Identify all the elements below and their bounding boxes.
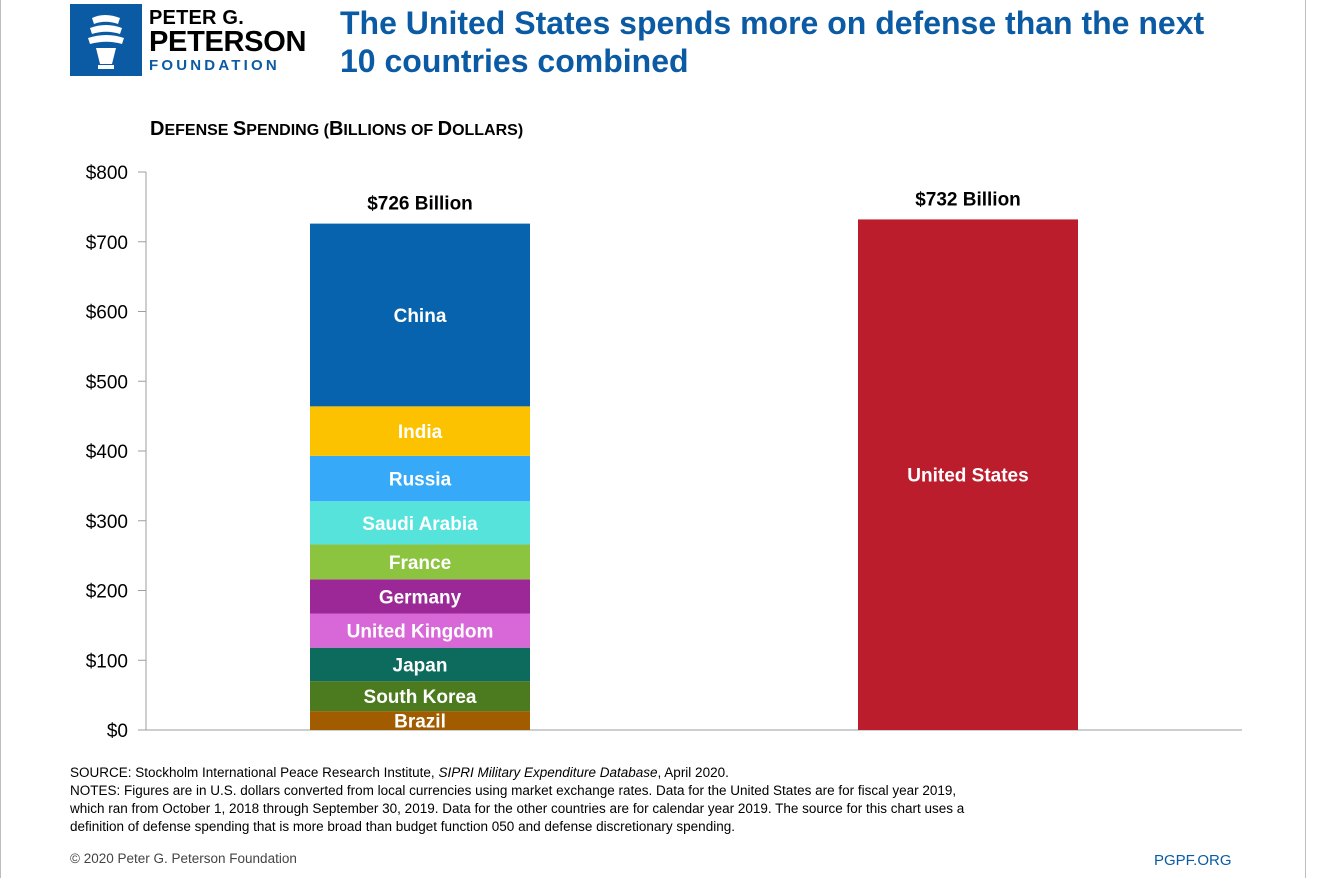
stacked-bar-segment <box>310 223 530 407</box>
peterson-foundation-logo: PETER G. PETERSON FOUNDATION <box>70 4 306 76</box>
stacked-bar-segment <box>310 579 530 614</box>
y-tick-label: $100 <box>86 651 128 672</box>
segment-label: Japan <box>393 655 448 676</box>
site-link[interactable]: PGPF.ORG <box>1154 852 1232 869</box>
segment-label: Brazil <box>394 712 446 733</box>
logo-text-line1: PETER G. <box>149 7 244 29</box>
torch-icon <box>70 4 142 76</box>
stacked-bar-total-label: $726 Billion <box>367 194 473 215</box>
chart-title: DEFENSE SPENDING (BILLIONS OF DOLLARS) <box>150 118 523 141</box>
stacked-bar-segment <box>310 455 530 502</box>
copyright: © 2020 Peter G. Peterson Foundation <box>70 851 297 866</box>
united-states-bar <box>858 219 1078 730</box>
notes-line-2: which ran from October 1, 2018 through S… <box>70 801 965 816</box>
y-tick-label: $700 <box>86 233 128 254</box>
y-tick-label: $0 <box>107 721 128 742</box>
y-tick-label: $800 <box>86 163 128 184</box>
chart-title-part3-big: B <box>328 118 344 140</box>
chart-title-part4-big: D <box>437 118 453 140</box>
united-states-total-label: $732 Billion <box>915 189 1021 210</box>
chart-title-part2-small: PENDING ( <box>246 122 329 139</box>
chart-title-part1-small: EFENSE <box>164 122 233 139</box>
segment-label: Russia <box>389 470 452 491</box>
y-tick-label: $300 <box>86 512 128 533</box>
segment-label: United Kingdom <box>347 622 494 643</box>
stacked-bar-segment <box>310 406 530 456</box>
notes-line-3: definition of defense spending that is m… <box>70 819 735 834</box>
source-title: SIPRI Military Expenditure Database <box>438 765 658 780</box>
chart-title-part2-big: S <box>232 118 247 140</box>
footer-notes: SOURCE: Stockholm International Peace Re… <box>70 764 1250 836</box>
united-states-bar-label: United States <box>907 466 1028 487</box>
logo-text-line3: FOUNDATION <box>149 57 280 74</box>
chart-title-part4-small: OLLARS) <box>452 122 524 139</box>
frame-border-left <box>0 0 1 878</box>
chart-title-part3-small: ILLIONS OF <box>343 122 438 139</box>
frame-border-right <box>1305 0 1306 878</box>
segment-label: China <box>394 306 447 327</box>
stacked-bar-segment <box>310 613 530 648</box>
segment-label: India <box>398 422 443 443</box>
segment-label: Germany <box>379 587 462 608</box>
logo-text-line2: PETERSON <box>149 26 307 58</box>
stacked-bar-segment <box>310 544 530 580</box>
notes-line-1: NOTES: Figures are in U.S. dollars conve… <box>70 783 957 798</box>
y-tick-label: $600 <box>86 303 128 324</box>
y-tick-label: $500 <box>86 372 128 393</box>
stacked-bar-segment <box>310 501 530 545</box>
segment-label: Saudi Arabia <box>362 514 478 535</box>
stacked-bar-segment <box>310 647 530 682</box>
segment-label: France <box>389 553 451 574</box>
source-prefix: SOURCE: Stockholm International Peace Re… <box>70 765 439 780</box>
source-suffix: , April 2020. <box>657 765 729 780</box>
y-tick-label: $400 <box>86 442 128 463</box>
stacked-bar-segment <box>310 711 530 730</box>
segment-label: South Korea <box>364 687 477 708</box>
source-line: SOURCE: Stockholm International Peace Re… <box>70 764 1250 782</box>
stacked-bar-segment <box>310 681 530 712</box>
chart-title-part1-big: D <box>150 118 165 140</box>
y-tick-label: $200 <box>86 582 128 603</box>
headline: The United States spends more on defense… <box>340 5 1205 79</box>
